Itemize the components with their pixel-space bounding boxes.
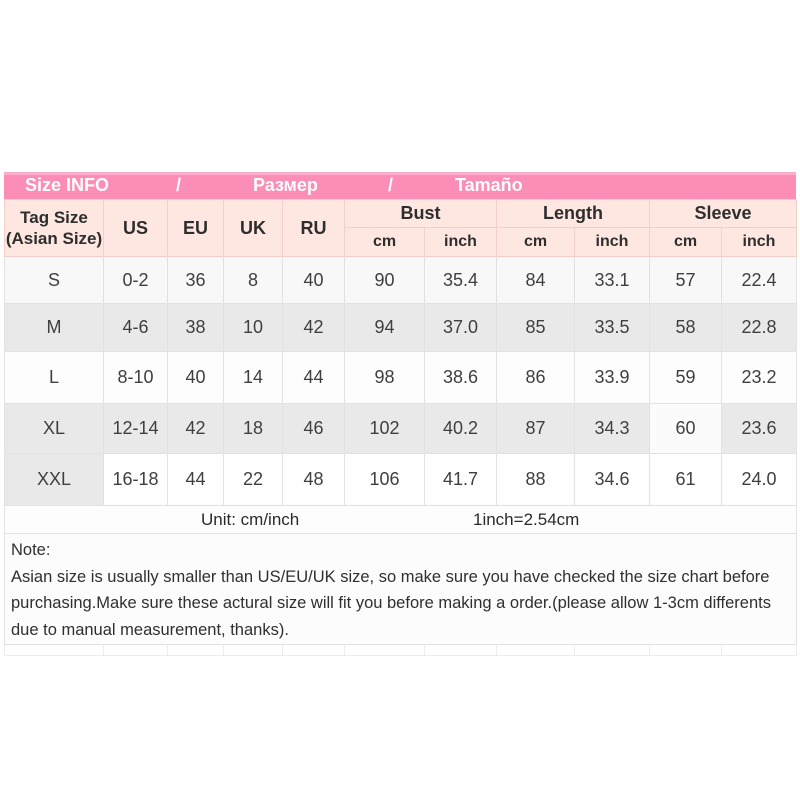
cell-us: 16-18 <box>103 453 168 506</box>
cell-eu: 42 <box>167 403 224 454</box>
table-row-xxl: XXL 16-18 44 22 48 106 41.7 88 34.6 61 2… <box>4 453 797 506</box>
header-length: Length <box>496 199 650 228</box>
cell-eu: 44 <box>167 453 224 506</box>
title-tamano: Tamaño <box>455 175 523 195</box>
cell-bust-inch: 35.4 <box>424 256 497 304</box>
header-ru: RU <box>282 199 345 257</box>
cell-bust-cm: 106 <box>344 453 425 506</box>
unit-row-cell: Unit: cm/inch 1inch=2.54cm <box>4 505 797 534</box>
cell-tag: M <box>4 303 104 352</box>
header-sleeve-cm: cm <box>649 227 722 257</box>
cell-bust-inch: 40.2 <box>424 403 497 454</box>
cell-length-cm: 86 <box>496 351 575 404</box>
cell-uk: 8 <box>223 256 283 304</box>
cell-ru: 46 <box>282 403 345 454</box>
cell-bust-cm: 98 <box>344 351 425 404</box>
cell-ru: 48 <box>282 453 345 506</box>
empty-trailing-row <box>4 643 797 656</box>
header-group-row: Tag Size (Asian Size) US EU UK RU Bust L… <box>4 199 797 257</box>
cell-bust-inch: 37.0 <box>424 303 497 352</box>
header-bust-inch: inch <box>424 227 497 257</box>
table-row-l: L 8-10 40 14 44 98 38.6 86 33.9 59 23.2 <box>4 351 797 404</box>
table-row-s: S 0-2 36 8 40 90 35.4 84 33.1 57 22.4 <box>4 256 797 304</box>
cell-eu: 38 <box>167 303 224 352</box>
title-slash-1: / <box>176 175 182 195</box>
cell-length-cm: 84 <box>496 256 575 304</box>
title-slash-2: / <box>388 175 394 195</box>
cell-ru: 40 <box>282 256 345 304</box>
cell-bust-inch: 38.6 <box>424 351 497 404</box>
cell-ru: 44 <box>282 351 345 404</box>
cell-sleeve-inch: 22.4 <box>721 256 797 304</box>
note-heading: Note: <box>11 541 51 559</box>
cell-us: 12-14 <box>103 403 168 454</box>
header-unit-row: cm inch cm inch cm inch <box>5 227 797 257</box>
cell-bust-cm: 102 <box>344 403 425 454</box>
cell-us: 8-10 <box>103 351 168 404</box>
header-us: US <box>103 199 168 257</box>
cell-eu: 36 <box>167 256 224 304</box>
unit-row: Unit: cm/inch 1inch=2.54cm <box>4 505 797 534</box>
cell-sleeve-inch: 24.0 <box>721 453 797 506</box>
cell-us: 4-6 <box>103 303 168 352</box>
cell-length-cm: 88 <box>496 453 575 506</box>
cell-ru: 42 <box>282 303 345 352</box>
header-uk: UK <box>223 199 283 257</box>
header-length-inch: inch <box>574 227 650 257</box>
header-bust: Bust <box>344 199 497 228</box>
title-bar: Size INFO / Размер / Tamaño <box>4 172 796 199</box>
cell-sleeve-inch: 23.2 <box>721 351 797 404</box>
cell-sleeve-cm: 58 <box>649 303 722 352</box>
cell-eu: 40 <box>167 351 224 404</box>
cell-sleeve-cm: 57 <box>649 256 722 304</box>
cell-sleeve-inch: 23.6 <box>721 403 797 454</box>
header-sleeve: Sleeve <box>649 199 797 228</box>
cell-bust-cm: 94 <box>344 303 425 352</box>
header-eu: EU <box>167 199 224 257</box>
size-table: Tag Size (Asian Size) US EU UK RU Bust L… <box>4 199 797 656</box>
title-size-info: Size INFO <box>25 175 110 195</box>
header-length-cm: cm <box>496 227 575 257</box>
cell-bust-inch: 41.7 <box>424 453 497 506</box>
table-row-xl: XL 12-14 42 18 46 102 40.2 87 34.3 60 23… <box>4 403 797 454</box>
header-sleeve-inch: inch <box>721 227 797 257</box>
cell-tag: L <box>4 351 104 404</box>
header-tag-size: Tag Size (Asian Size) <box>4 199 104 257</box>
size-chart: Size INFO / Размер / Tamaño Tag Size (As… <box>4 172 797 656</box>
cell-length-cm: 87 <box>496 403 575 454</box>
cell-tag: S <box>4 256 104 304</box>
cell-uk: 22 <box>223 453 283 506</box>
cell-length-inch: 33.9 <box>574 351 650 404</box>
cell-length-cm: 85 <box>496 303 575 352</box>
cell-tag: XL <box>4 403 104 454</box>
cell-sleeve-cm: 60 <box>649 403 722 454</box>
cell-sleeve-inch: 22.8 <box>721 303 797 352</box>
unit-label: Unit: cm/inch <box>201 510 300 529</box>
cell-sleeve-cm: 59 <box>649 351 722 404</box>
header-bust-cm: cm <box>344 227 425 257</box>
cell-sleeve-cm: 61 <box>649 453 722 506</box>
cell-uk: 18 <box>223 403 283 454</box>
cell-bust-cm: 90 <box>344 256 425 304</box>
header-tag-size-line2: (Asian Size) <box>5 229 103 248</box>
cell-length-inch: 33.5 <box>574 303 650 352</box>
conversion-label: 1inch=2.54cm <box>473 510 580 529</box>
cell-length-inch: 34.3 <box>574 403 650 454</box>
cell-length-inch: 34.6 <box>574 453 650 506</box>
note-row: Note: Asian size is usually smaller than… <box>4 533 797 645</box>
cell-tag: XXL <box>4 453 104 506</box>
note-cell: Note: Asian size is usually smaller than… <box>4 533 797 645</box>
table-row-m: M 4-6 38 10 42 94 37.0 85 33.5 58 22.8 <box>4 303 797 352</box>
note-body: Asian size is usually smaller than US/EU… <box>11 567 771 640</box>
header-tag-size-line1: Tag Size <box>20 207 88 227</box>
cell-us: 0-2 <box>103 256 168 304</box>
title-razmer: Размер <box>253 175 318 195</box>
cell-uk: 10 <box>223 303 283 352</box>
cell-uk: 14 <box>223 351 283 404</box>
cell-length-inch: 33.1 <box>574 256 650 304</box>
